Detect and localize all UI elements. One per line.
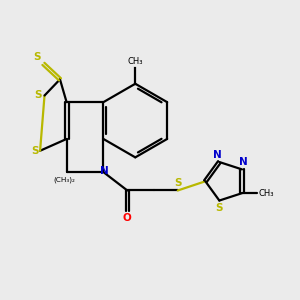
Text: S: S bbox=[34, 90, 42, 100]
Text: CH₃: CH₃ bbox=[259, 189, 274, 198]
Text: O: O bbox=[123, 213, 132, 223]
Text: N: N bbox=[100, 166, 109, 176]
Text: S: S bbox=[216, 203, 223, 214]
Text: S: S bbox=[31, 146, 38, 156]
Text: (CH₃)₂: (CH₃)₂ bbox=[54, 177, 76, 183]
Text: S: S bbox=[175, 178, 182, 188]
Text: N: N bbox=[214, 150, 222, 160]
Text: S: S bbox=[34, 52, 41, 62]
Text: N: N bbox=[239, 157, 248, 167]
Text: CH₃: CH₃ bbox=[128, 58, 143, 67]
